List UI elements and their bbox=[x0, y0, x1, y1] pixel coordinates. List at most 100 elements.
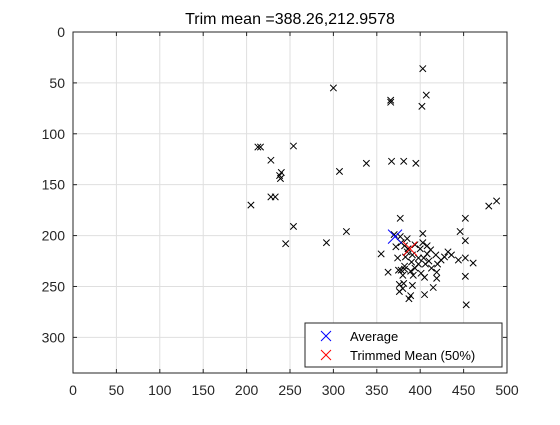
axis-ticks: 0 50 100 150 200 250 300 350 400 450 500 0 50 100 150 2… bbox=[42, 24, 519, 398]
x-tick-label: 150 bbox=[192, 382, 216, 398]
data-point bbox=[425, 257, 433, 265]
data-point bbox=[422, 91, 430, 99]
data-point bbox=[394, 266, 403, 274]
data-point bbox=[392, 243, 400, 251]
x-tick-label: 300 bbox=[322, 382, 346, 398]
data-point bbox=[335, 167, 344, 176]
legend: Average Trimmed Mean (50%) bbox=[304, 322, 503, 368]
x-tick-label: 50 bbox=[109, 382, 125, 398]
data-point bbox=[412, 159, 420, 167]
y-tick-label: 150 bbox=[42, 177, 66, 193]
x-tick-label: 500 bbox=[495, 382, 519, 398]
data-point bbox=[400, 157, 408, 165]
legend-entry-trimmed-mean: Trimmed Mean (50%) bbox=[320, 348, 475, 363]
data-point bbox=[461, 237, 469, 245]
data-point bbox=[395, 288, 403, 296]
data-point bbox=[396, 214, 404, 222]
data-point bbox=[267, 156, 275, 164]
data-point bbox=[485, 202, 493, 210]
data-point bbox=[282, 240, 290, 248]
data-point bbox=[469, 259, 477, 267]
data-point bbox=[322, 239, 331, 247]
data-point bbox=[408, 281, 416, 290]
data-point bbox=[409, 271, 417, 279]
data-point bbox=[387, 98, 395, 106]
data-point bbox=[401, 265, 409, 273]
data-point bbox=[434, 260, 442, 268]
data-point bbox=[277, 168, 285, 177]
data-point bbox=[419, 65, 427, 73]
data-point bbox=[419, 239, 427, 247]
data-point bbox=[447, 251, 456, 259]
trimmed-mean-point bbox=[402, 241, 418, 257]
data-point bbox=[427, 264, 436, 272]
y-tick-label: 100 bbox=[42, 126, 66, 142]
data-point bbox=[405, 295, 413, 303]
data-point bbox=[342, 227, 350, 236]
data-point bbox=[411, 264, 419, 272]
data-point bbox=[419, 229, 427, 238]
data-point bbox=[394, 254, 402, 262]
data-point bbox=[429, 283, 437, 292]
legend-entry-average: Average bbox=[320, 329, 398, 344]
legend-label-average: Average bbox=[350, 329, 398, 344]
data-point bbox=[271, 193, 279, 201]
data-point bbox=[461, 214, 469, 222]
data-point bbox=[377, 250, 385, 258]
data-point bbox=[276, 175, 285, 183]
x-tick-label: 250 bbox=[278, 382, 302, 398]
data-point bbox=[407, 258, 416, 266]
data-point bbox=[289, 222, 298, 230]
data-point bbox=[387, 96, 395, 104]
data-point bbox=[420, 291, 429, 299]
data-point bbox=[396, 233, 404, 241]
data-point bbox=[289, 142, 298, 150]
y-tick-label: 300 bbox=[42, 329, 66, 345]
data-point bbox=[247, 201, 255, 209]
data-point bbox=[456, 227, 464, 236]
data-point bbox=[433, 274, 441, 282]
data-point bbox=[329, 84, 337, 92]
data-point bbox=[461, 272, 469, 280]
y-tick-label: 0 bbox=[57, 24, 65, 40]
data-point bbox=[401, 262, 409, 270]
data-point bbox=[414, 254, 423, 262]
average-point bbox=[387, 229, 403, 244]
data-point bbox=[362, 159, 370, 167]
legend-label-trimmed-mean: Trimmed Mean (50%) bbox=[350, 348, 475, 363]
data-point bbox=[417, 269, 425, 277]
data-point bbox=[384, 268, 392, 276]
data-point bbox=[461, 254, 469, 262]
y-tick-label: 250 bbox=[42, 278, 66, 294]
x-tick-label: 400 bbox=[409, 382, 433, 398]
data-point bbox=[418, 102, 426, 110]
x-tick-label: 200 bbox=[235, 382, 259, 398]
y-tick-label: 200 bbox=[42, 228, 66, 244]
data-point bbox=[399, 271, 407, 279]
data-point bbox=[407, 267, 415, 275]
data-point bbox=[493, 197, 501, 205]
data-point bbox=[423, 250, 431, 258]
data-point bbox=[390, 231, 398, 239]
data-point bbox=[433, 268, 441, 276]
x-tick-label: 0 bbox=[69, 382, 77, 398]
data-point bbox=[403, 235, 411, 243]
x-tick-label: 350 bbox=[365, 382, 389, 398]
data-point bbox=[454, 256, 462, 264]
data-point bbox=[416, 245, 424, 253]
chart-title: Trim mean =388.26,212.9578 bbox=[185, 11, 395, 28]
data-point bbox=[256, 143, 265, 151]
x-tick-label: 450 bbox=[452, 382, 476, 398]
data-point bbox=[404, 245, 412, 253]
data-point bbox=[462, 301, 470, 309]
data-point bbox=[388, 157, 396, 165]
data-point bbox=[254, 143, 262, 151]
data-points bbox=[247, 65, 501, 309]
legend-box bbox=[304, 322, 503, 368]
x-tick-label: 100 bbox=[148, 382, 172, 398]
y-tick-label: 50 bbox=[49, 75, 65, 91]
data-point bbox=[411, 241, 419, 249]
legend-marker-average bbox=[320, 330, 332, 342]
